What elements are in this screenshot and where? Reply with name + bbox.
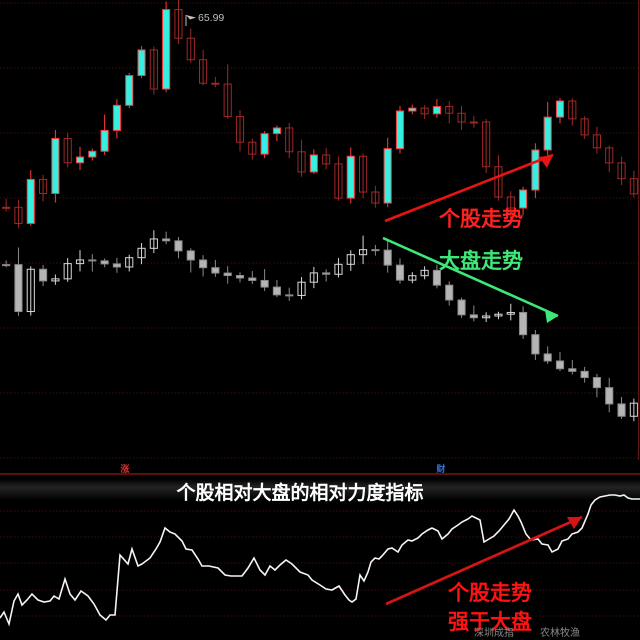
svg-text:个股走势: 个股走势 xyxy=(439,207,523,231)
svg-text:65.99: 65.99 xyxy=(198,12,224,24)
svg-text:农林牧渔: 农林牧渔 xyxy=(540,626,580,639)
svg-text:财: 财 xyxy=(435,463,445,474)
svg-text:涨: 涨 xyxy=(120,463,130,474)
svg-text:大盘走势: 大盘走势 xyxy=(439,249,523,273)
svg-text:个股相对大盘的相对力度指标: 个股相对大盘的相对力度指标 xyxy=(175,481,423,504)
svg-text:个股走势: 个股走势 xyxy=(448,581,532,605)
svg-text:深圳成指: 深圳成指 xyxy=(474,626,514,639)
